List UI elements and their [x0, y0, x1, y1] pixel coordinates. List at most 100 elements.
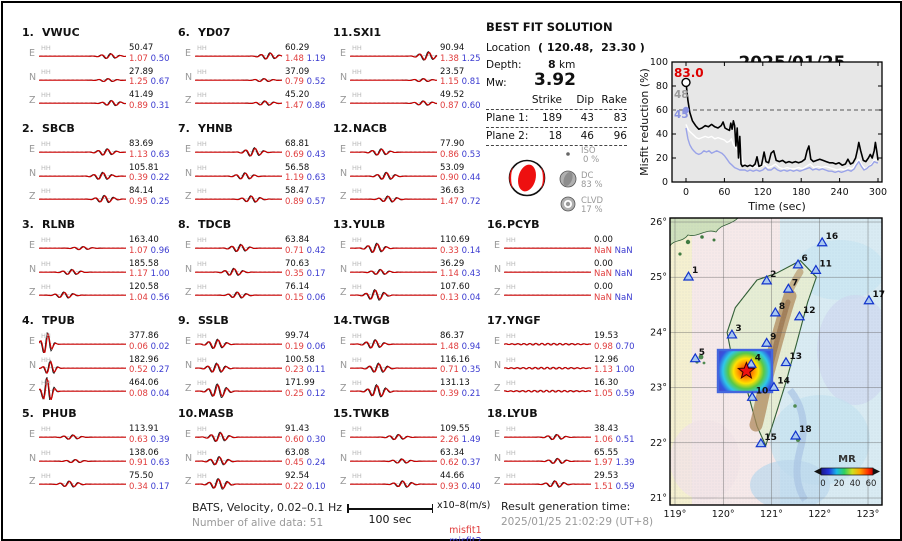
- time-scalebar: [347, 508, 433, 510]
- peak-amplitude: 58.47: [285, 186, 310, 196]
- channel-values: 65.55 1.97 1.39: [594, 448, 641, 469]
- lon-tick-label: 122°: [808, 509, 831, 520]
- waveform-trace: HH: [195, 68, 283, 82]
- misfit2-value: 0.24: [306, 458, 326, 468]
- station-number-label: 7: [792, 278, 798, 288]
- station-number-label: 17: [872, 290, 885, 300]
- channel-values: 113.91 0.63 0.39: [129, 424, 176, 445]
- misfit2-value: 0.56: [150, 292, 170, 303]
- channel-row-LYUB-E: E HH 38.43 1.06 0.51: [487, 423, 641, 446]
- waveform-trace: HH: [39, 472, 126, 488]
- channel-row-TWGB-E: E HH 86.37 1.48 0.94: [333, 330, 487, 353]
- x-axis-title: Time (sec): [747, 200, 806, 213]
- peak-amplitude: 86.37: [440, 331, 465, 341]
- channel-row-LYUB-Z: Z HH 29.53 1.51 0.59: [487, 470, 641, 493]
- peak-amplitude: 45.20: [285, 90, 310, 100]
- channel-row-YHNB-Z: Z HH 58.47 0.89 0.57: [178, 185, 332, 208]
- misfit1-value: 0.25: [285, 388, 304, 399]
- col-dip: Dip: [576, 94, 594, 106]
- svg-text:20: 20: [656, 153, 668, 164]
- waveform-trace: HH: [39, 332, 126, 353]
- svg-text:0: 0: [683, 187, 689, 198]
- peak-amplitude: 37.09: [285, 66, 310, 77]
- map-station-17: 17: [863, 290, 885, 305]
- component-label: N: [29, 452, 37, 464]
- station-triangle-icon: [782, 283, 795, 293]
- channel-values: 44.66 0.93 0.40: [440, 471, 487, 492]
- component-label: Z: [29, 476, 36, 487]
- channel-values: 86.37 1.48 0.94: [440, 331, 487, 352]
- misfit2-value: 0.14: [461, 245, 481, 256]
- station-triangle-icon: [761, 274, 773, 285]
- band-code-label: HH: [41, 236, 51, 244]
- component-label: Z: [494, 476, 501, 487]
- station-number-label: 16: [826, 232, 839, 242]
- map-station-11: 11: [810, 260, 832, 274]
- svg-text:120: 120: [754, 187, 772, 198]
- peak-amplitude: 83.69: [129, 139, 154, 149]
- waveform-trace: HH: [39, 377, 126, 400]
- channel-values: 464.06 0.08 0.04: [129, 378, 176, 399]
- waveform-trace: HH: [195, 425, 282, 443]
- peak-amplitude: 138.06: [129, 447, 159, 458]
- band-code-label: HH: [197, 332, 207, 340]
- misfit2-value: 1.49: [461, 434, 481, 445]
- station-triangle-icon: [682, 271, 695, 281]
- waveform-trace: HH: [350, 260, 437, 275]
- component-label: Z: [29, 191, 36, 202]
- channel-values: 41.49 0.89 0.31: [129, 90, 176, 111]
- misfit1-value: 0.86: [440, 149, 459, 160]
- misfit2-value: 0.94: [461, 341, 481, 352]
- iso-symbol-icon: [566, 152, 570, 156]
- peak-amplitude: 19.53: [594, 331, 619, 341]
- map-station-4: 4: [745, 353, 761, 368]
- component-label: Z: [29, 383, 36, 394]
- misfit2-value: NaN: [614, 245, 633, 256]
- mw-value: 3.92: [534, 70, 576, 90]
- waveform-trace: HH: [39, 44, 127, 60]
- epicenter-star-icon: [736, 361, 756, 380]
- channel-row-NACB-Z: Z HH 36.63 1.47 0.72: [333, 185, 487, 208]
- waveform-trace: HH: [39, 356, 126, 374]
- mw-label: Mw:: [486, 77, 507, 89]
- band-code-label: HH: [506, 356, 516, 364]
- misfit2-value: 0.67: [150, 77, 170, 87]
- misfit1-value: 0.89: [285, 196, 304, 207]
- band-code-label: HH: [197, 425, 207, 433]
- scalebar-label: 100 sec: [368, 513, 412, 526]
- secondary-marker: [682, 106, 690, 114]
- lon-tick-label: 119°: [664, 509, 687, 520]
- station-title: 16.PCYB: [487, 218, 540, 231]
- channel-row-SXI1-E: E HH 90.94 1.38 1.25: [333, 42, 487, 65]
- station-block-YD07: 6. YD07 E HH 60.29 1.48 1.19 N HH 37.09 0.79 0.52…: [178, 26, 332, 118]
- channel-row-NACB-E: E HH 77.90 0.86 0.53: [333, 138, 487, 161]
- peak-amplitude: 16.30: [594, 378, 619, 388]
- misfit1-value: NaN: [594, 245, 612, 256]
- misfit2-value: 1.39: [615, 458, 635, 468]
- station-title: 14.TWGB: [333, 314, 391, 327]
- channel-row-TPUB-E: E HH 377.86 0.06 0.02: [22, 330, 176, 353]
- misfit1-value: 0.69: [285, 149, 304, 160]
- col-strike: Strike: [531, 94, 562, 106]
- peak-amplitude: 23.57: [440, 66, 465, 77]
- channel-values: 16.30 1.05 0.59: [594, 378, 641, 399]
- band-code-label: HH: [352, 283, 362, 291]
- channel-values: 53.09 0.90 0.44: [440, 163, 487, 184]
- channel-row-TWKB-N: N HH 63.34 0.62 0.37: [333, 447, 487, 470]
- depth-label: Depth:: [486, 59, 522, 71]
- misfit1-value: 0.89: [129, 100, 148, 111]
- channel-values: 49.52 0.87 0.60: [440, 90, 487, 111]
- band-code-label: HH: [352, 332, 362, 340]
- channel-row-TPUB-Z: Z HH 464.06 0.08 0.04: [22, 377, 176, 400]
- band-code-label: HH: [352, 425, 362, 433]
- station-block-LYUB: 18.LYUB E HH 38.43 1.06 0.51 N HH 65.55 1.97 1.3…: [487, 407, 641, 499]
- mr-legend-title: MR: [838, 454, 856, 465]
- band-code-label: HH: [41, 91, 51, 99]
- channel-values: 60.29 1.48 1.19: [285, 43, 332, 64]
- misfit1-value: 1.07: [129, 245, 148, 256]
- station-triangle-icon: [793, 310, 806, 321]
- waveform-trace: HH: [350, 425, 437, 441]
- station-title: 12.NACB: [333, 122, 388, 135]
- waveform-trace: HH: [504, 283, 591, 296]
- peak-amplitude: 60.29: [285, 43, 310, 53]
